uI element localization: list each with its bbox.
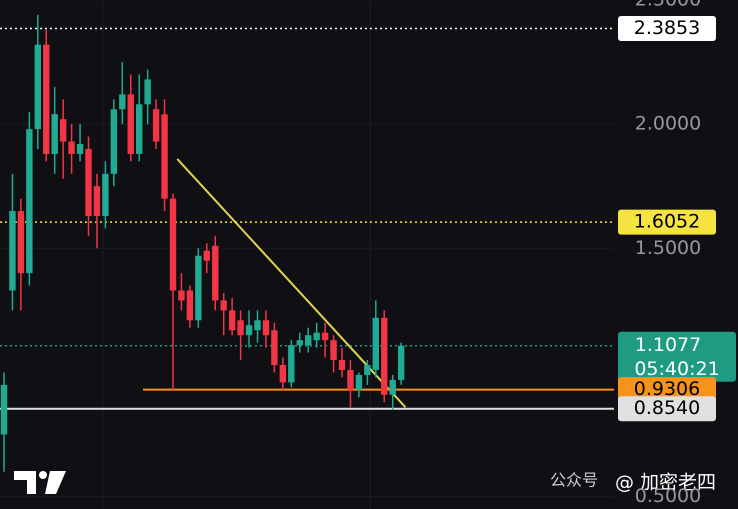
candle-body bbox=[195, 255, 202, 321]
candle-body bbox=[85, 148, 92, 217]
candle-body bbox=[305, 335, 312, 346]
candle-body bbox=[152, 109, 160, 142]
candle-body bbox=[34, 44, 41, 130]
candle-body bbox=[397, 345, 405, 380]
candle-body bbox=[330, 340, 337, 361]
candle-body bbox=[59, 119, 67, 142]
y-tick-label: 1.5000 bbox=[635, 237, 701, 259]
candle-body bbox=[144, 79, 151, 105]
candle-body bbox=[26, 129, 33, 274]
watermark: 公众号 bbox=[550, 471, 598, 490]
candle-body bbox=[347, 369, 354, 390]
candle-body bbox=[313, 332, 320, 341]
watermark: @ 加密老四 bbox=[615, 472, 716, 494]
candle-body bbox=[321, 332, 329, 341]
price-tag-label: 0.8540 bbox=[634, 397, 700, 419]
candle-body bbox=[161, 114, 168, 199]
candle-body bbox=[262, 320, 270, 336]
y-tick-label: 0.5000 bbox=[635, 485, 701, 507]
candle-body bbox=[110, 109, 118, 174]
candle-body bbox=[17, 211, 25, 274]
candle-body bbox=[68, 141, 75, 154]
candle-body bbox=[381, 317, 388, 395]
candle-body bbox=[245, 325, 253, 336]
price-tag bbox=[618, 331, 736, 382]
price-tag-label: 1.6052 bbox=[634, 211, 700, 233]
candle-body bbox=[364, 364, 371, 375]
candle-body bbox=[355, 374, 363, 390]
countdown: 05:40:21 bbox=[634, 358, 719, 380]
price-tag bbox=[618, 377, 716, 403]
candle-body bbox=[119, 94, 126, 110]
candle-body bbox=[178, 290, 185, 301]
price-tag bbox=[618, 209, 716, 235]
candle-body bbox=[203, 250, 210, 261]
price-tag bbox=[618, 396, 716, 422]
candle-body bbox=[102, 173, 109, 217]
candle-body bbox=[127, 94, 134, 154]
candle-body bbox=[186, 290, 194, 321]
candle-body bbox=[296, 340, 303, 346]
candle-body bbox=[76, 144, 84, 154]
price-tag-label: 0.9306 bbox=[634, 378, 700, 400]
price-tag-label: 2.3853 bbox=[634, 17, 700, 39]
candle-body bbox=[136, 104, 143, 154]
candle-body bbox=[228, 310, 236, 331]
price-tag bbox=[618, 15, 716, 41]
candle-body bbox=[372, 317, 379, 370]
candle-body bbox=[237, 320, 244, 336]
candle-body bbox=[254, 320, 261, 331]
candle-body bbox=[0, 384, 8, 435]
candle-body bbox=[338, 360, 346, 370]
candle-body bbox=[212, 245, 219, 301]
candle-body bbox=[51, 114, 58, 154]
y-tick-label: 2.0000 bbox=[635, 113, 701, 135]
candle-body bbox=[389, 379, 396, 395]
candle-body bbox=[9, 211, 16, 291]
price-tag-label: 1.1077 bbox=[635, 334, 701, 356]
candle-body bbox=[169, 198, 177, 291]
candle-body bbox=[288, 345, 295, 383]
candle-body bbox=[220, 300, 227, 311]
y-tick-label: 2.5000 bbox=[635, 0, 701, 11]
candle-body bbox=[279, 364, 287, 383]
candle-body bbox=[93, 186, 101, 217]
candle-body bbox=[43, 44, 50, 154]
candle-body bbox=[271, 330, 278, 365]
tv-logo bbox=[14, 471, 66, 494]
